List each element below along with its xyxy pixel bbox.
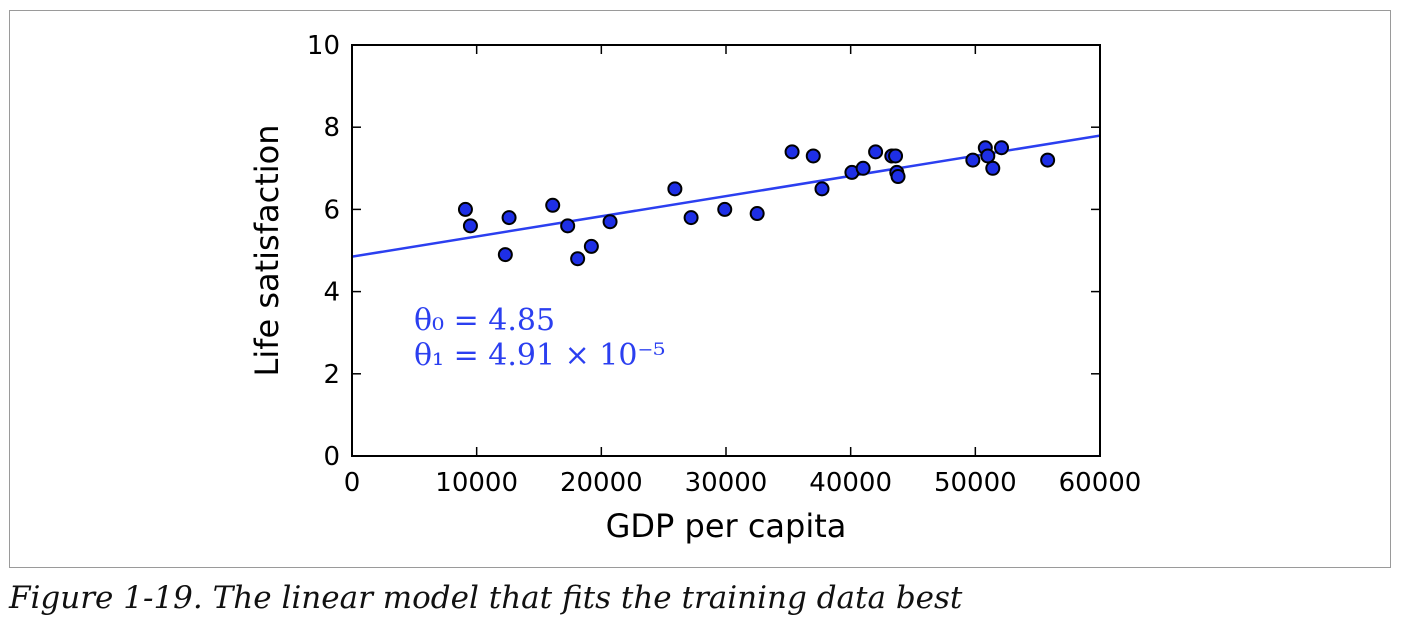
figure-caption: Figure 1-19. The linear model that fits … bbox=[9, 580, 963, 616]
data-point bbox=[985, 160, 1001, 176]
y-tick-label: 4 bbox=[323, 278, 340, 308]
y-axis-title: Life satisfaction bbox=[248, 125, 286, 377]
data-point bbox=[497, 247, 513, 263]
data-point bbox=[784, 144, 800, 160]
data-point bbox=[855, 160, 871, 176]
figure-frame bbox=[9, 10, 1391, 568]
plot-area: 0 10000 20000 30000 40000 50000 60000 0 2 4 6 8 10 bbox=[307, 31, 1141, 498]
data-point bbox=[545, 197, 561, 213]
y-tick-label: 0 bbox=[323, 442, 340, 472]
data-point bbox=[570, 251, 586, 267]
x-tick-label: 0 bbox=[344, 468, 361, 498]
x-tick-label: 30000 bbox=[685, 468, 768, 498]
data-point bbox=[683, 210, 699, 226]
x-tick-label: 50000 bbox=[934, 468, 1017, 498]
data-point bbox=[1040, 152, 1056, 168]
data-point bbox=[560, 218, 576, 234]
data-point bbox=[749, 206, 765, 222]
data-point bbox=[583, 238, 599, 254]
x-tick-label: 40000 bbox=[809, 468, 892, 498]
axes-frame bbox=[351, 44, 1101, 457]
data-point bbox=[994, 140, 1010, 156]
data-point bbox=[888, 148, 904, 164]
x-axis-title: GDP per capita bbox=[606, 507, 847, 545]
data-point bbox=[805, 148, 821, 164]
scatter-chart: 0 10000 20000 30000 40000 50000 60000 0 2 4 6 8 10 G… bbox=[248, 31, 1141, 545]
theta0-annotation: θ₀ = 4.85 bbox=[414, 303, 555, 338]
data-point bbox=[667, 181, 683, 197]
y-tick-label: 2 bbox=[323, 360, 340, 390]
x-tick-label: 20000 bbox=[560, 468, 643, 498]
y-tick-label: 8 bbox=[323, 113, 340, 143]
data-point bbox=[868, 144, 884, 160]
theta1-annotation: θ₁ = 4.91 × 10⁻⁵ bbox=[414, 338, 665, 373]
x-tick-label: 10000 bbox=[435, 468, 518, 498]
data-point bbox=[965, 152, 981, 168]
y-tick-label: 6 bbox=[323, 195, 340, 225]
data-point bbox=[457, 201, 473, 217]
data-point bbox=[814, 181, 830, 197]
x-tick-label: 60000 bbox=[1059, 468, 1142, 498]
data-point bbox=[462, 218, 478, 234]
data-point bbox=[980, 148, 996, 164]
y-tick-label: 10 bbox=[307, 31, 340, 61]
data-point bbox=[717, 201, 733, 217]
data-point bbox=[602, 214, 618, 230]
data-point bbox=[501, 210, 517, 226]
data-point bbox=[890, 169, 906, 185]
